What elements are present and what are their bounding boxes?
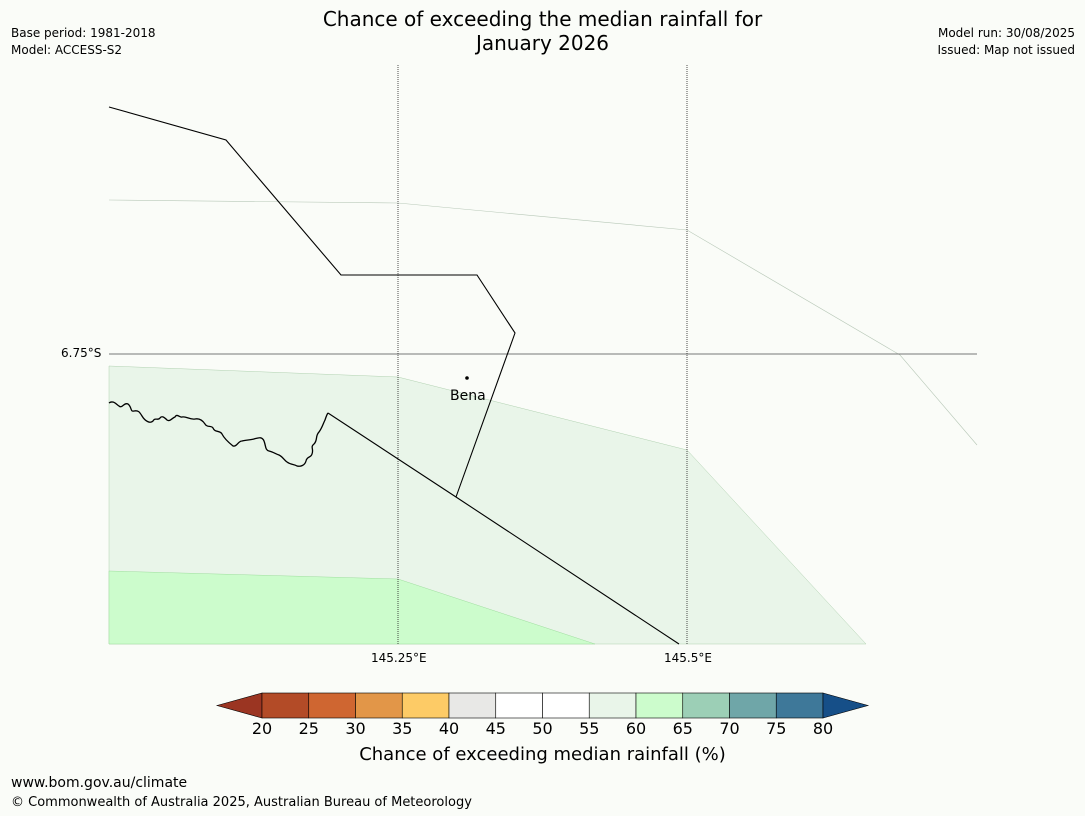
colorbar-segment: [588, 692, 637, 719]
colorbar-tick-label: 25: [298, 719, 319, 738]
river-line: [108, 401, 329, 467]
model-run: Model run: 30/08/2025: [937, 26, 1075, 40]
colorbar-tick-label: 20: [251, 719, 273, 738]
colorbar-tick-label: 75: [766, 719, 787, 738]
colorbar-segment: [635, 692, 684, 719]
colorbar-tick-label: 60: [625, 719, 647, 738]
footer-copyright: © Commonwealth of Australia 2025, Austra…: [11, 795, 472, 810]
colorbar-tick-label: 40: [438, 719, 460, 738]
place-label-bena: Bena: [450, 388, 486, 404]
colorbar-segment: [682, 692, 730, 719]
colorbar-segment: [448, 692, 497, 719]
colorbar-tick-label: 30: [345, 719, 366, 738]
meta-right: Model run: 30/08/2025 Issued: Map not is…: [937, 25, 1075, 59]
colorbar-segment: [495, 692, 543, 719]
colorbar-arrow-low: [215, 692, 263, 719]
colorbar-tick-label: 35: [392, 719, 413, 738]
meta-left: Base period: 1981-2018 Model: ACCESS-S2: [11, 25, 156, 59]
colorbar-tick-label: 70: [719, 719, 740, 738]
issued-status: Issued: Map not issued: [937, 43, 1075, 57]
colorbar-segment: [355, 692, 403, 719]
title-line-2: January 2026: [475, 31, 610, 55]
province-boundary-south: [327, 412, 680, 645]
colorbar-segment: [401, 692, 450, 719]
map-title: Chance of exceeding the median rainfall …: [0, 7, 1085, 55]
longitude-label-145-5: 145.5°E: [664, 651, 712, 665]
place-marker: [465, 376, 469, 380]
colorbar-arrow-high: [822, 692, 870, 719]
longitude-label-145-25: 145.25°E: [371, 651, 427, 665]
colorbar-tick-label: 55: [579, 719, 600, 738]
footer-url[interactable]: www.bom.gov.au/climate: [11, 775, 188, 791]
province-boundary: [108, 106, 516, 498]
colorbar-segment: [542, 692, 590, 719]
colorbar-segment: [308, 692, 356, 719]
latitude-label: 6.75°S: [61, 346, 102, 360]
colorbar-label: Chance of exceeding median rainfall (%): [359, 744, 726, 765]
colorbar-segment: [729, 692, 777, 719]
colorbar-segment: [261, 692, 310, 719]
colorbar-tick-label: 80: [812, 719, 834, 738]
region-60-65: [108, 570, 596, 645]
base-period: Base period: 1981-2018: [11, 26, 156, 40]
colorbar-segment: [775, 692, 824, 719]
colorbar-tick-label: 65: [672, 719, 693, 738]
colorbar-tick-label: 50: [532, 719, 553, 738]
model-name: Model: ACCESS-S2: [11, 43, 123, 57]
title-line-1: Chance of exceeding the median rainfall …: [322, 7, 763, 31]
colorbar-tick-label: 45: [485, 719, 506, 738]
